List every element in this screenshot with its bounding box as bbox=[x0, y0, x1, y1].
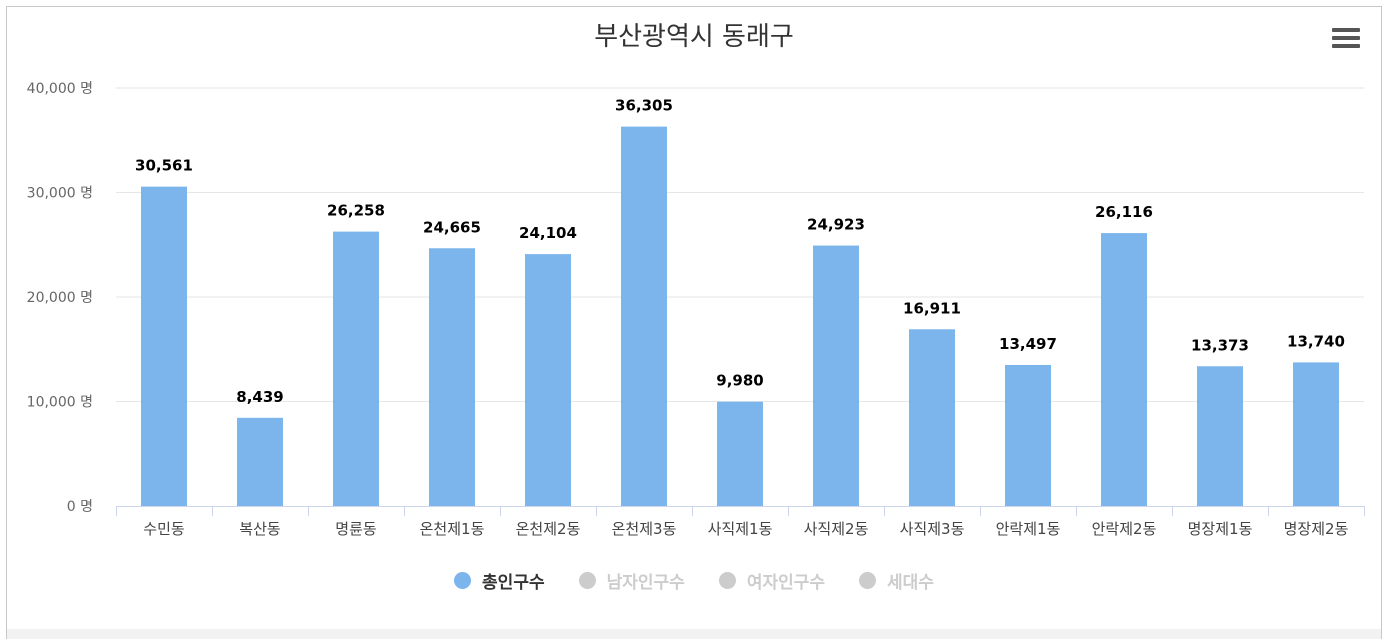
x-tick-label: 명장제2동 bbox=[1284, 520, 1349, 538]
bar[interactable] bbox=[1197, 366, 1243, 506]
x-tick-label: 명장제1동 bbox=[1188, 520, 1253, 538]
data-label: 9,980 bbox=[716, 372, 763, 390]
x-tick-label: 명륜동 bbox=[335, 520, 377, 538]
x-tick-label: 온천제1동 bbox=[420, 520, 485, 538]
legend-label: 여자인구수 bbox=[746, 573, 826, 593]
x-tick-label: 사직제2동 bbox=[804, 520, 869, 538]
footer-strip bbox=[7, 629, 1381, 639]
legend-item[interactable]: 남자인구수 bbox=[578, 568, 685, 593]
legend-label: 세대수 bbox=[887, 573, 934, 593]
x-tick-label: 온천제2동 bbox=[516, 520, 581, 538]
x-tick-label: 온천제3동 bbox=[612, 520, 677, 538]
legend-marker-icon bbox=[718, 572, 736, 589]
x-tick-label: 사직제3동 bbox=[900, 520, 965, 538]
y-tick-label: 40,000 명 bbox=[27, 81, 93, 97]
bar[interactable] bbox=[1005, 364, 1051, 506]
legend-label: 총인구수 bbox=[482, 573, 545, 593]
hamburger-menu-icon[interactable] bbox=[1332, 28, 1360, 52]
legend-item[interactable]: 총인구수 bbox=[454, 568, 545, 593]
data-label: 36,305 bbox=[615, 97, 673, 115]
bar[interactable] bbox=[237, 417, 283, 506]
legend-marker-icon bbox=[454, 572, 472, 589]
x-tick-label: 안락제1동 bbox=[996, 520, 1061, 538]
bar[interactable] bbox=[1101, 233, 1147, 506]
data-label: 13,497 bbox=[999, 335, 1057, 353]
data-label: 24,923 bbox=[807, 216, 865, 234]
data-label: 26,258 bbox=[327, 202, 385, 220]
bar[interactable] bbox=[429, 248, 475, 507]
bar-chart: 0 명 10,000 명 20,000 명 30,000 명 40,000 명 30,56… bbox=[27, 81, 1365, 538]
y-tick-label: 30,000 명 bbox=[27, 186, 93, 202]
chart-container bbox=[6, 6, 1382, 639]
bar[interactable] bbox=[909, 329, 955, 506]
bar[interactable] bbox=[813, 245, 859, 506]
bar[interactable] bbox=[621, 126, 667, 507]
x-tick-label: 수민동 bbox=[143, 520, 185, 538]
data-label: 24,104 bbox=[519, 224, 577, 242]
data-label: 30,561 bbox=[135, 157, 193, 175]
legend-marker-icon bbox=[578, 572, 596, 589]
x-tick-label: 복산동 bbox=[239, 520, 281, 538]
legend: 총인구수 남자인구수 여자인구수 세대수 bbox=[0, 568, 1388, 593]
data-label: 26,116 bbox=[1095, 203, 1153, 221]
bar[interactable] bbox=[525, 254, 571, 506]
y-tick-label: 0 명 bbox=[67, 499, 93, 515]
bar[interactable] bbox=[333, 231, 379, 507]
legend-item[interactable]: 세대수 bbox=[859, 568, 934, 593]
legend-label: 남자인구수 bbox=[606, 573, 685, 593]
bar[interactable] bbox=[717, 401, 763, 506]
y-tick-label: 20,000 명 bbox=[27, 290, 93, 306]
legend-item[interactable]: 여자인구수 bbox=[718, 568, 826, 593]
data-label: 8,439 bbox=[236, 388, 283, 406]
data-label: 16,911 bbox=[903, 299, 961, 317]
data-label: 24,665 bbox=[423, 218, 481, 236]
x-tick-label: 안락제2동 bbox=[1092, 520, 1157, 538]
x-tick-label: 사직제1동 bbox=[708, 520, 773, 538]
y-tick-label: 10,000 명 bbox=[27, 395, 93, 411]
bar[interactable] bbox=[1293, 362, 1339, 506]
chart-title: 부산광역시 동래구 bbox=[594, 22, 794, 52]
bar[interactable] bbox=[141, 186, 187, 506]
data-label: 13,373 bbox=[1191, 336, 1249, 354]
data-label: 13,740 bbox=[1287, 332, 1345, 350]
legend-marker-icon bbox=[859, 572, 877, 589]
